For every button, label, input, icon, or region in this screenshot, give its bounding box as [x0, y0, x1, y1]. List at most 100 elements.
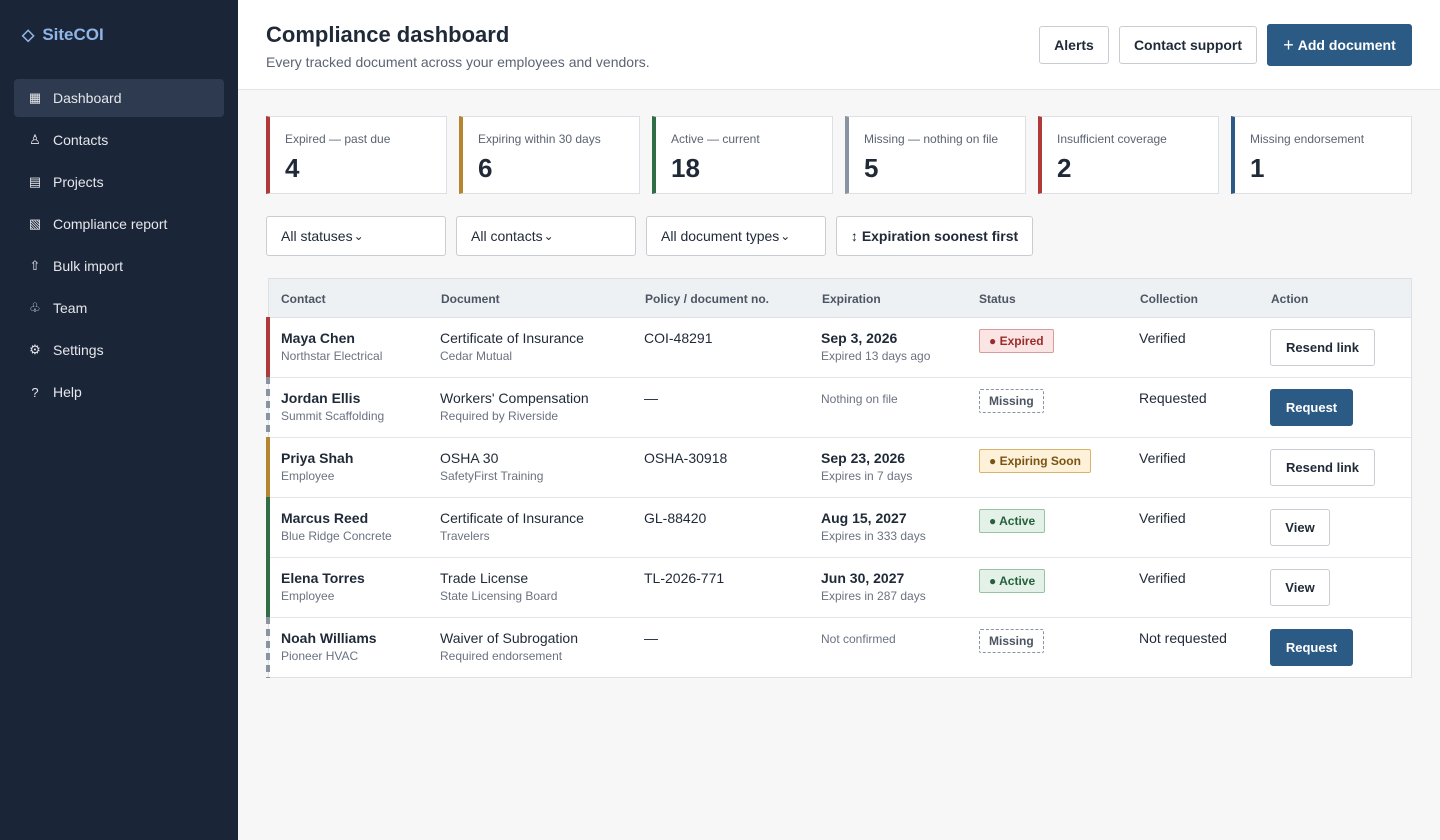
status-badge: ● Expired	[979, 329, 1054, 353]
table-row[interactable]: Marcus Reed Blue Ridge Concrete Certific…	[266, 497, 1411, 558]
report-icon: ▧	[28, 216, 42, 231]
sidebar-item-compliance-report[interactable]: ▧ Compliance report	[14, 205, 224, 243]
stat-card-missing-endorsement[interactable]: Missing endorsement 1	[1231, 116, 1412, 194]
policy-number: GL-88420	[644, 510, 707, 526]
column-header-collection[interactable]: Collection	[1140, 292, 1199, 306]
sidebar-item-label: Help	[53, 384, 82, 400]
expiration-note: Expires in 287 days	[821, 589, 926, 603]
table-row[interactable]: Noah Williams Pioneer HVAC Waiver of Sub…	[266, 617, 1411, 678]
column-header-contact[interactable]: Contact	[281, 292, 326, 306]
sidebar-item-label: Projects	[53, 174, 104, 190]
contacts-filter-select[interactable]: All contacts ⌄	[456, 216, 636, 256]
app-logo[interactable]: ◇ SiteCOI	[22, 24, 104, 46]
contact-name[interactable]: Marcus Reed	[281, 510, 369, 526]
sidebar-item-bulk-import[interactable]: ⇧ Bulk import	[14, 247, 224, 285]
table-row[interactable]: Maya Chen Northstar Electrical Certifica…	[266, 317, 1411, 378]
document-name[interactable]: OSHA 30	[440, 450, 499, 466]
table-row[interactable]: Priya Shah Employee OSHA 30 SafetyFirst …	[266, 437, 1411, 498]
contact-name[interactable]: Maya Chen	[281, 330, 355, 346]
stat-value: 18	[671, 153, 700, 183]
sidebar-item-projects[interactable]: ▤ Projects	[14, 163, 224, 201]
sidebar-item-dashboard[interactable]: ▦ Dashboard	[14, 79, 224, 117]
stat-card-missing[interactable]: Missing — nothing on file 5	[845, 116, 1026, 194]
stat-value: 5	[864, 153, 879, 183]
table-row[interactable]: Elena Torres Employee Trade License Stat…	[266, 557, 1411, 618]
document-name[interactable]: Waiver of Subrogation	[440, 630, 578, 646]
status-badge: ● Active	[979, 509, 1046, 533]
policy-number: COI-48291	[644, 330, 713, 346]
contact-name[interactable]: Elena Torres	[281, 570, 365, 586]
contact-org: Blue Ridge Concrete	[281, 529, 392, 543]
row-action-button[interactable]: View	[1270, 509, 1330, 546]
row-action-button[interactable]: View	[1270, 569, 1330, 606]
contact-org: Summit Scaffolding	[281, 409, 385, 423]
row-action-button[interactable]: Request	[1270, 389, 1353, 426]
row-status-bar	[266, 317, 270, 378]
stat-card-active[interactable]: Active — current 18	[652, 116, 833, 194]
sidebar-item-label: Bulk import	[53, 258, 124, 274]
stat-value: 1	[1250, 153, 1265, 183]
collection-status: Not requested	[1139, 630, 1227, 646]
sidebar-item-contacts[interactable]: ♙ Contacts	[14, 121, 224, 159]
alerts-button[interactable]: Alerts	[1039, 26, 1109, 64]
stat-card-expired[interactable]: Expired — past due 4	[266, 116, 447, 194]
table-row[interactable]: Jordan Ellis Summit Scaffolding Workers'…	[266, 377, 1411, 438]
stat-label: Expired — past due	[285, 132, 391, 146]
row-action-button[interactable]: Request	[1270, 629, 1353, 666]
add-document-button[interactable]: + Add document	[1267, 24, 1412, 66]
contacts-filter-value: All contacts	[471, 228, 543, 244]
documents-table: Contact Document Policy / document no. E…	[266, 278, 1412, 678]
row-status-bar	[266, 557, 270, 618]
sidebar-item-label: Settings	[53, 342, 104, 358]
expiration-note: Not confirmed	[821, 632, 896, 646]
contact-name[interactable]: Priya Shah	[281, 450, 354, 466]
policy-number: OSHA-30918	[644, 450, 728, 466]
collection-status: Verified	[1139, 450, 1186, 466]
column-header-action: Action	[1271, 292, 1309, 306]
row-status-bar	[266, 437, 270, 498]
document-name[interactable]: Trade License	[440, 570, 529, 586]
expiration-note: Nothing on file	[821, 392, 898, 406]
contact-name[interactable]: Jordan Ellis	[281, 390, 361, 406]
document-name[interactable]: Certificate of Insurance	[440, 510, 584, 526]
document-name[interactable]: Workers' Compensation	[440, 390, 589, 406]
column-header-document[interactable]: Document	[441, 292, 500, 306]
gear-icon: ⚙	[29, 342, 41, 357]
document-source: Required by Riverside	[440, 409, 559, 423]
collection-status: Requested	[1139, 390, 1207, 406]
sidebar-item-label: Compliance report	[53, 216, 168, 232]
stat-label: Missing endorsement	[1250, 132, 1365, 146]
contact-name[interactable]: Noah Williams	[281, 630, 377, 646]
expiration-note: Expires in 7 days	[821, 469, 913, 483]
upload-icon: ⇧	[29, 258, 41, 273]
row-action-button[interactable]: Resend link	[1270, 329, 1375, 366]
contact-support-button[interactable]: Contact support	[1119, 26, 1257, 64]
page-header: Compliance dashboard Every tracked docum…	[238, 0, 1440, 90]
stat-card-insufficient-coverage[interactable]: Insufficient coverage 2	[1038, 116, 1219, 194]
sort-icon: ↕	[850, 228, 858, 244]
document-name[interactable]: Certificate of Insurance	[440, 330, 584, 346]
contact-org: Pioneer HVAC	[281, 649, 359, 663]
column-header-status[interactable]: Status	[979, 292, 1016, 306]
sidebar-item-team[interactable]: ♧ Team	[14, 289, 224, 327]
team-icon: ♧	[29, 300, 41, 315]
page-title: Compliance dashboard	[266, 22, 510, 47]
status-filter-value: All statuses	[281, 228, 353, 244]
policy-number: —	[644, 630, 658, 646]
column-header-expiration[interactable]: Expiration	[822, 292, 881, 306]
status-filter-select[interactable]: All statuses ⌄	[266, 216, 446, 256]
status-badge: Missing	[979, 629, 1044, 653]
diamond-logo-icon: ◇	[22, 27, 35, 44]
sidebar-item-settings[interactable]: ⚙ Settings	[14, 331, 224, 369]
add-document-label: Add document	[1297, 37, 1396, 53]
row-action-button[interactable]: Resend link	[1270, 449, 1375, 486]
document-type-filter-select[interactable]: All document types ⌄	[646, 216, 826, 256]
expiration-note: Expires in 333 days	[821, 529, 926, 543]
document-source: Required endorsement	[440, 649, 563, 663]
sort-button[interactable]: ↕ Expiration soonest first	[836, 216, 1033, 256]
expiration-note: Expired 13 days ago	[821, 349, 931, 363]
stat-card-expiring[interactable]: Expiring within 30 days 6	[459, 116, 640, 194]
sidebar-item-help[interactable]: ? Help	[14, 373, 224, 411]
column-header-policy[interactable]: Policy / document no.	[645, 292, 770, 306]
stat-label: Expiring within 30 days	[478, 132, 601, 146]
